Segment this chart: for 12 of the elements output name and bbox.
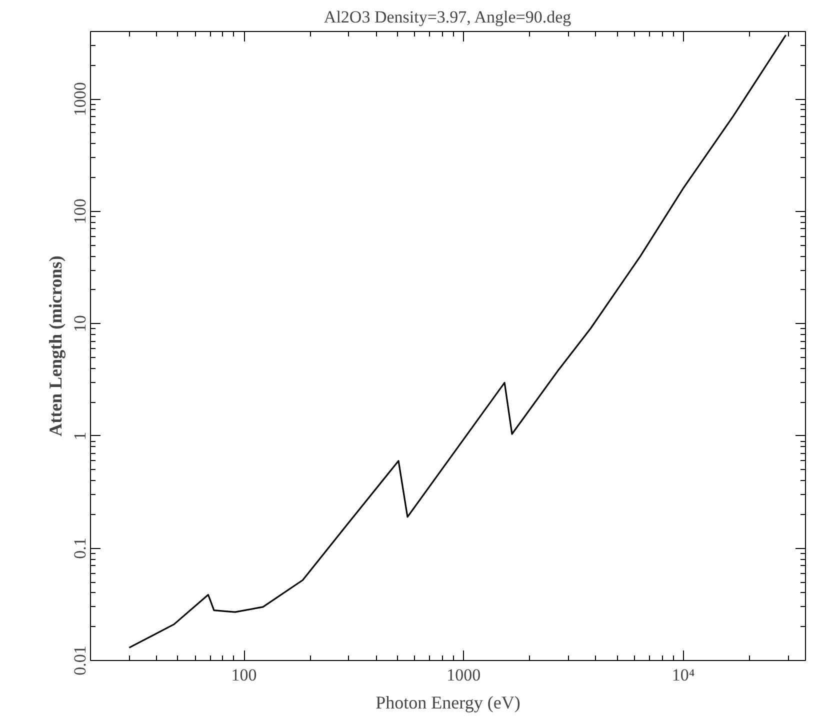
y-tick-label: 10 [70, 315, 90, 332]
y-tick-label: 0.1 [70, 538, 90, 559]
x-tick-label: 100 [231, 666, 257, 684]
x-tick-label: 10⁴ [672, 666, 695, 684]
chart-title: Al2O3 Density=3.97, Angle=90.deg [324, 8, 572, 26]
y-tick-label: 1 [70, 432, 90, 440]
y-tick-label: 0.01 [70, 646, 90, 676]
y-axis-title: Atten Length (microns) [46, 256, 66, 436]
x-axis-title: Photon Energy (eV) [376, 692, 520, 712]
x-tick-label: 1000 [446, 666, 481, 684]
y-tick-label: 100 [70, 198, 90, 224]
y-tick-label: 1000 [70, 82, 90, 116]
